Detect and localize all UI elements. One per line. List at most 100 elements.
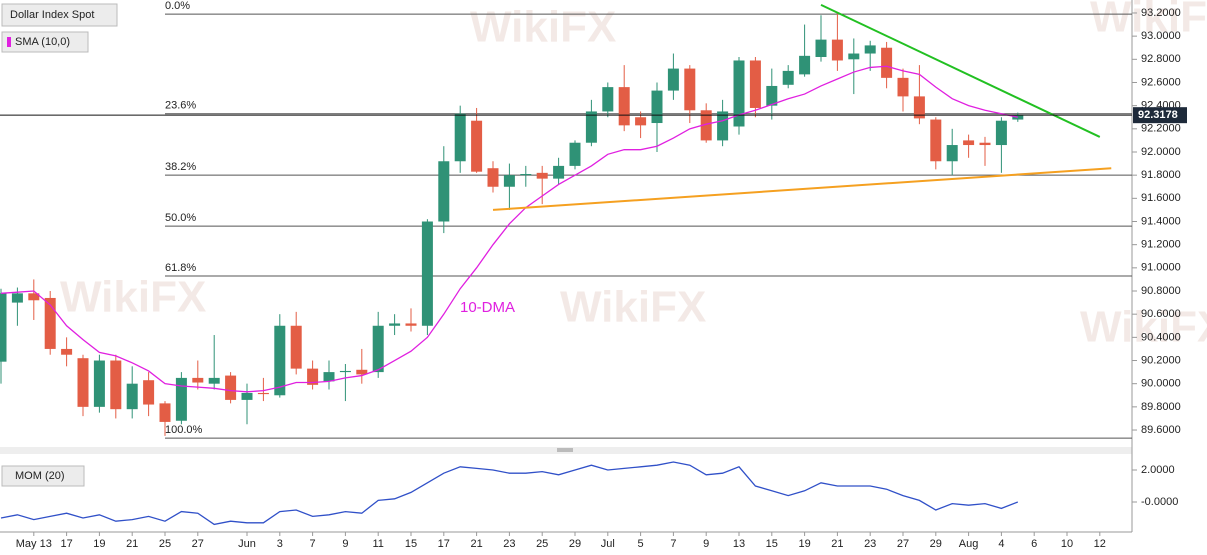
y-tick-label: 90.2000 [1141, 354, 1181, 366]
x-tick-label: 17 [438, 538, 450, 550]
x-tick-label: 4 [998, 538, 1004, 550]
candle-body [257, 392, 269, 395]
last-price-box [1133, 107, 1187, 124]
fib-label: 61.8% [165, 262, 196, 274]
x-tick-label: 21 [831, 538, 843, 550]
x-tick-label: 27 [897, 538, 909, 550]
x-tick-label: 19 [93, 538, 105, 550]
y-tick-label: 93.0000 [1141, 30, 1181, 42]
candle-body [749, 60, 761, 108]
x-tick-label: Aug [959, 538, 979, 550]
candle-body [110, 360, 122, 410]
candle-body [454, 113, 466, 162]
candle-body [635, 117, 647, 126]
y-tick-label: 91.2000 [1141, 239, 1181, 251]
candle-body [979, 142, 991, 146]
candle-body [700, 110, 712, 141]
candle-body [323, 372, 335, 382]
fib-label: 100.0% [165, 424, 203, 436]
candle-body [175, 377, 187, 421]
candle-body [946, 145, 958, 162]
y-tick-label: -0.0000 [1141, 496, 1178, 508]
candle-body [274, 325, 286, 396]
candle-body [143, 380, 155, 405]
candle-body [405, 323, 417, 326]
watermark: WikiFX [60, 273, 206, 322]
candle-body [569, 142, 581, 166]
candle-body [0, 293, 7, 362]
candle-body [307, 368, 319, 385]
candle-body [159, 403, 171, 422]
x-tick-label: 3 [277, 538, 283, 550]
candle-body [766, 85, 778, 106]
y-tick-label: 89.6000 [1141, 424, 1181, 436]
candle-body [815, 39, 827, 57]
x-tick-label: 25 [536, 538, 548, 550]
x-tick-label: 23 [864, 538, 876, 550]
mom-line [0, 461, 1019, 526]
x-tick-label: Jul [601, 538, 615, 550]
y-tick-label: 90.8000 [1141, 285, 1181, 297]
candle-body [11, 293, 23, 303]
legend-mom: MOM (20) [15, 470, 65, 482]
candle-body [553, 165, 565, 179]
candle-body [913, 96, 925, 119]
candle-body [618, 87, 630, 126]
fib-label: 38.2% [165, 161, 196, 173]
candle-body [864, 45, 876, 54]
y-tick-label: 89.8000 [1141, 401, 1181, 413]
candle-body [717, 111, 729, 141]
y-tick-label: 92.0000 [1141, 146, 1181, 158]
fib-label: 0.0% [165, 0, 190, 12]
x-tick-label: 23 [503, 538, 515, 550]
candle-body [192, 377, 204, 383]
legend-box [1, 465, 85, 487]
candle-body [438, 161, 450, 222]
candle-body [831, 39, 843, 61]
x-tick-label: May 13 [16, 538, 52, 550]
watermark: WikiFX [470, 3, 616, 52]
x-tick-label: 19 [798, 538, 810, 550]
candle-body [290, 325, 302, 369]
legend-swatch [7, 37, 11, 47]
x-tick-label: 5 [638, 538, 644, 550]
x-tick-label: 25 [159, 538, 171, 550]
candle-body [356, 369, 368, 375]
candle-body [782, 70, 794, 85]
candle-body [487, 168, 499, 187]
candle-body [733, 60, 745, 127]
x-tick-label: 13 [733, 538, 745, 550]
candle-body [44, 297, 56, 349]
y-tick-label: 92.6000 [1141, 76, 1181, 88]
x-tick-label: 21 [126, 538, 138, 550]
y-tick-label: 91.4000 [1141, 215, 1181, 227]
x-tick-label: 15 [405, 538, 417, 550]
fib-label: 23.6% [165, 100, 196, 112]
y-tick-label: 92.8000 [1141, 53, 1181, 65]
candle-body [930, 119, 942, 162]
x-tick-label: 15 [766, 538, 778, 550]
candle-body [28, 293, 40, 301]
last-price-label: 92.3178 [1138, 109, 1178, 121]
sma-line [0, 65, 1018, 393]
x-tick-label: 11 [372, 538, 383, 550]
y-tick-label: 2.0000 [1141, 464, 1175, 476]
y-tick-label: 91.0000 [1141, 262, 1181, 274]
candle-body [995, 120, 1007, 146]
candle-body [421, 221, 433, 326]
candle-body [848, 53, 860, 60]
y-tick-label: 91.6000 [1141, 192, 1181, 204]
x-tick-label: 7 [670, 538, 676, 550]
candle-body [963, 140, 975, 146]
x-tick-label: 9 [342, 538, 348, 550]
candle-body [799, 55, 811, 75]
x-tick-label: Jun [238, 538, 256, 550]
x-tick-label: 7 [310, 538, 316, 550]
watermark: WikiFX [1090, 0, 1207, 42]
y-tick-label: 90.6000 [1141, 308, 1181, 320]
x-tick-label: 9 [703, 538, 709, 550]
x-tick-label: 6 [1031, 538, 1037, 550]
candle-body [77, 358, 89, 407]
